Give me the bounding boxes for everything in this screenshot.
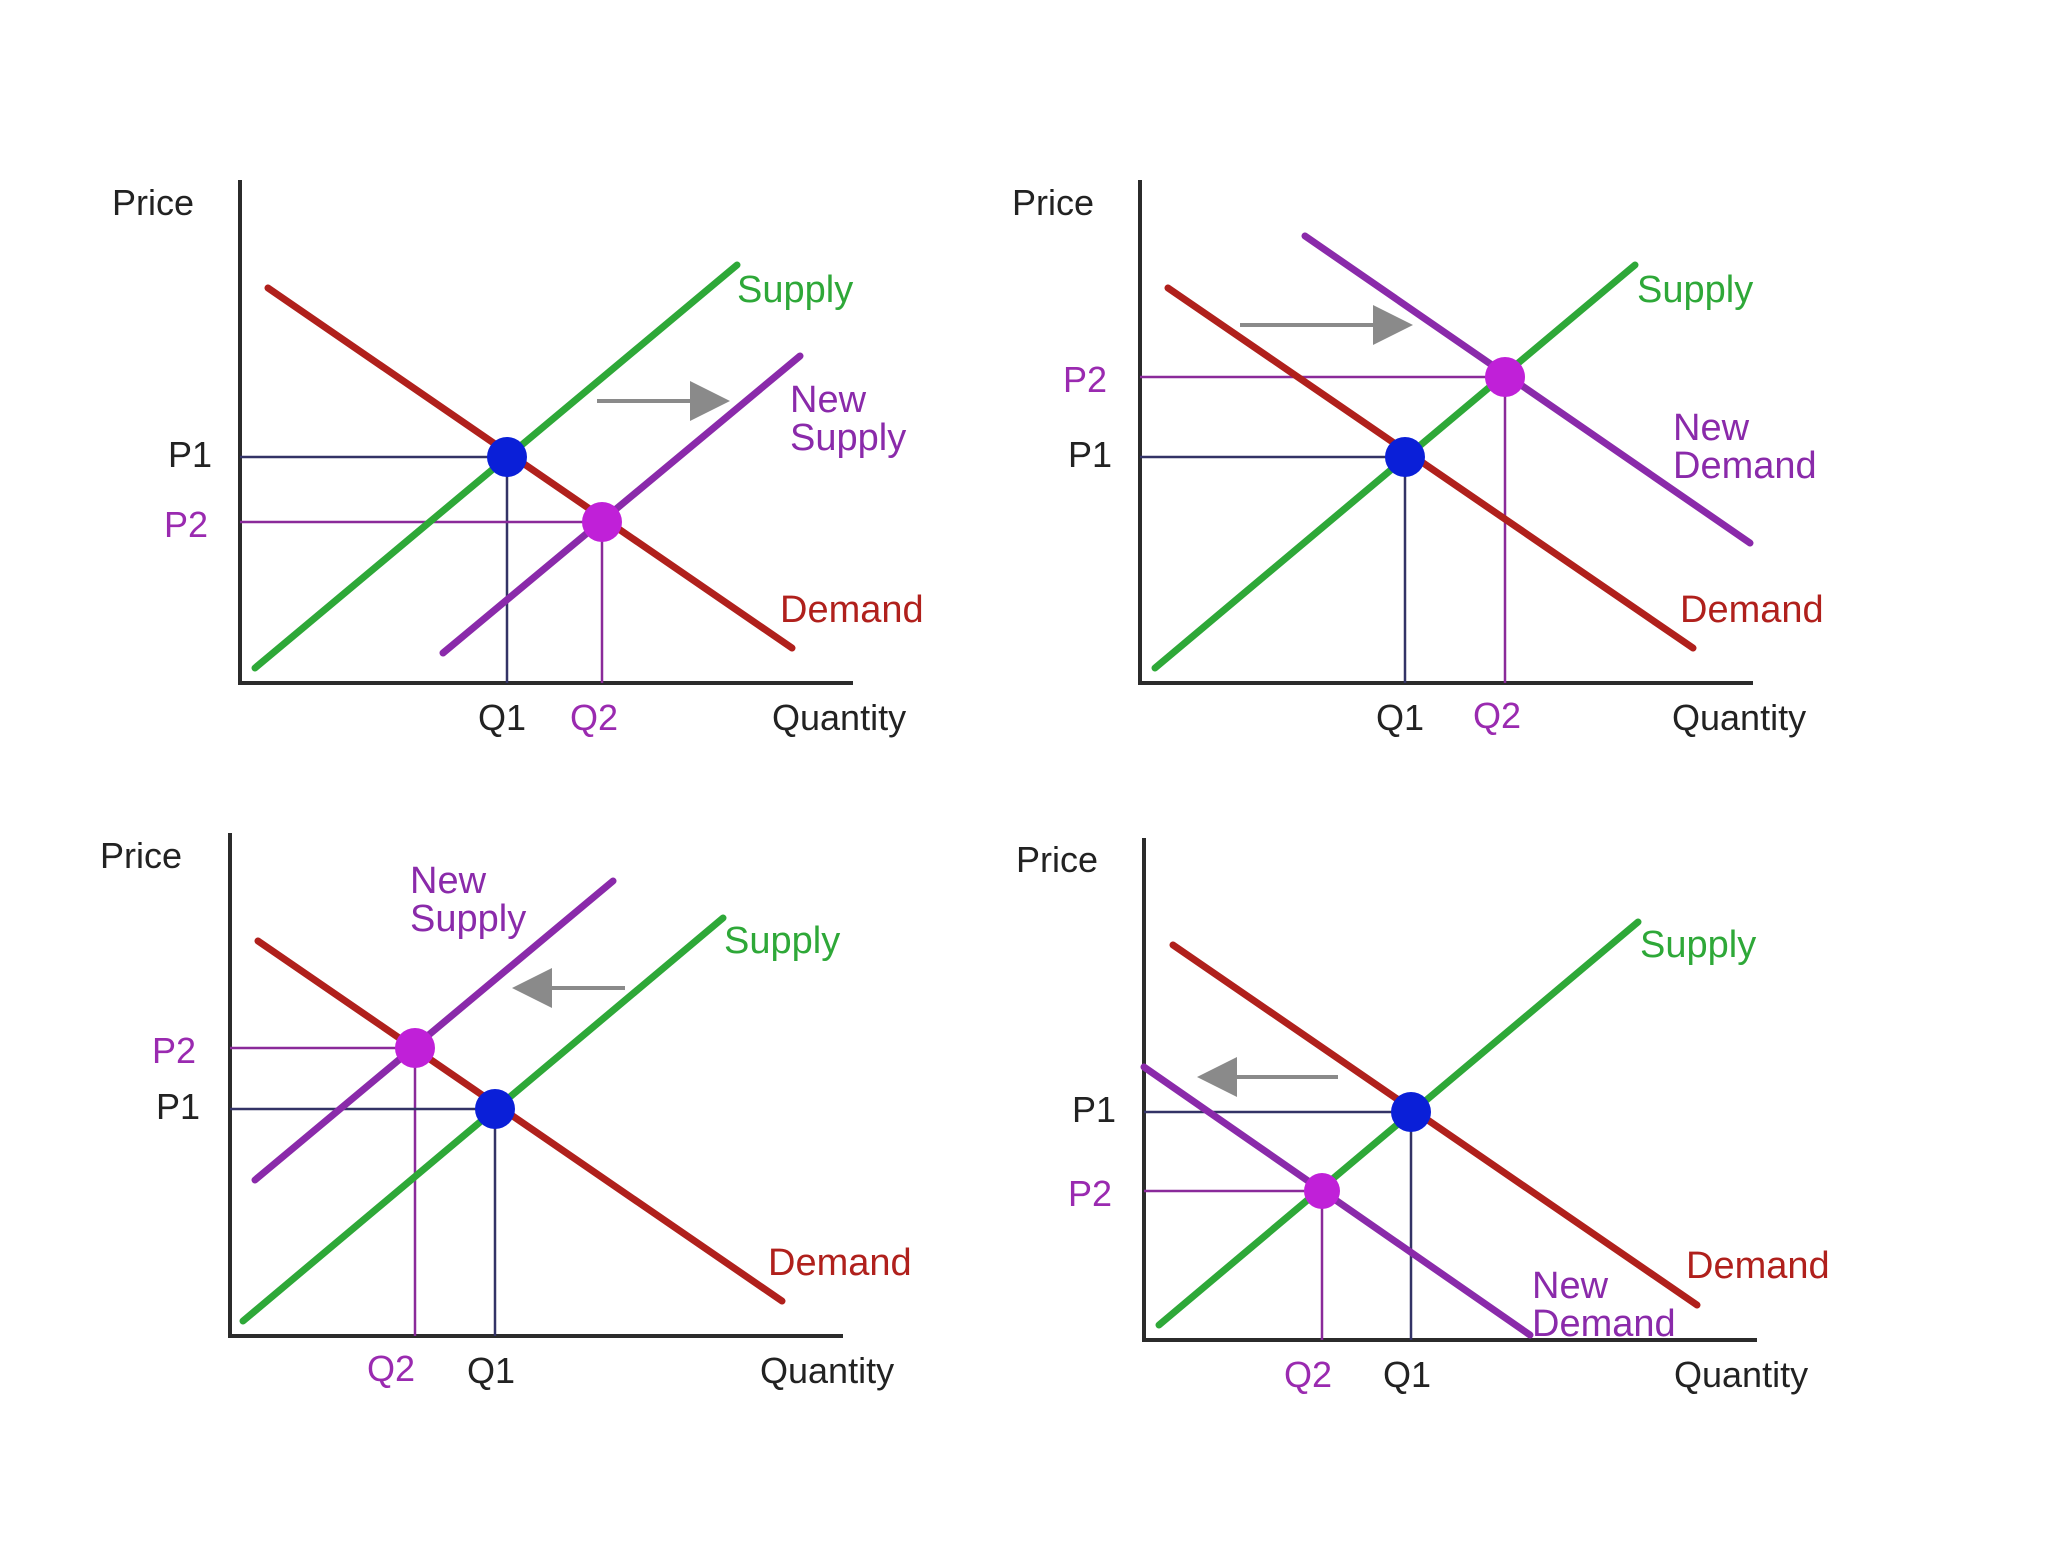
original-equilibrium-point	[475, 1089, 515, 1129]
axes	[1138, 180, 1753, 685]
panel-demand-decrease: Price Quantity P1 P2 Q2 Q1 Supply Demand…	[1016, 838, 1830, 1395]
original-equilibrium-point	[1385, 437, 1425, 477]
q1-label: Q1	[1383, 1354, 1431, 1395]
y-axis-label: Price	[1012, 182, 1094, 223]
new-label-line1: New	[1532, 1265, 1609, 1307]
supply-label: Supply	[737, 269, 853, 311]
panel-demand-increase: Price Quantity P2 P1 Q1 Q2 Supply New De…	[1012, 180, 1824, 738]
q2-label: Q2	[570, 697, 618, 738]
original-equilibrium-point	[487, 437, 527, 477]
original-equilibrium-point	[1391, 1092, 1431, 1132]
q2-label: Q2	[1473, 695, 1521, 736]
q1-label: Q1	[467, 1350, 515, 1391]
q2-label: Q2	[367, 1348, 415, 1389]
new-equilibrium-point	[582, 502, 622, 542]
x-axis-label: Quantity	[772, 697, 906, 738]
new-label-line1: New	[410, 860, 487, 902]
demand-label: Demand	[768, 1242, 912, 1284]
p1-label: P1	[156, 1086, 200, 1127]
axes	[228, 833, 843, 1338]
demand-label: Demand	[780, 589, 924, 631]
new-equilibrium-point	[1304, 1173, 1340, 1209]
supply-label: Supply	[1640, 924, 1756, 966]
p2-label: P2	[164, 504, 208, 545]
panel-supply-decrease: Price Quantity P2 P1 Q2 Q1 New Supply Su…	[100, 833, 912, 1391]
x-axis-label: Quantity	[1672, 697, 1806, 738]
q1-label: Q1	[1376, 697, 1424, 738]
p2-label: P2	[1063, 359, 1107, 400]
q1-label: Q1	[478, 697, 526, 738]
y-axis-label: Price	[1016, 839, 1098, 880]
x-axis-label: Quantity	[760, 1350, 894, 1391]
axes	[238, 180, 853, 685]
p1-label: P1	[1072, 1089, 1116, 1130]
demand-curve	[1164, 284, 1697, 652]
p1-label: P1	[168, 434, 212, 475]
supply-label: Supply	[724, 920, 840, 962]
supply-label: Supply	[1637, 269, 1753, 311]
new-equilibrium-point	[1485, 357, 1525, 397]
panel-supply-increase: Price Quantity P1 P2 Q1 Q2 Supply New Su…	[112, 180, 924, 738]
demand-curve	[1169, 941, 1701, 1309]
new-supply-curve	[251, 877, 617, 1184]
new-label-line2: Supply	[790, 417, 906, 459]
new-label-line2: Demand	[1673, 445, 1817, 487]
new-demand-curve	[1140, 1063, 1534, 1339]
x-axis-label: Quantity	[1674, 1354, 1808, 1395]
q2-label: Q2	[1284, 1354, 1332, 1395]
demand-curve	[254, 937, 786, 1305]
demand-label: Demand	[1680, 589, 1824, 631]
y-axis-label: Price	[100, 835, 182, 876]
p2-label: P2	[1068, 1173, 1112, 1214]
demand-curve	[264, 284, 796, 652]
demand-label: Demand	[1686, 1245, 1830, 1287]
new-demand-curve	[1301, 232, 1754, 547]
p2-label: P2	[152, 1030, 196, 1071]
new-equilibrium-point	[395, 1028, 435, 1068]
y-axis-label: Price	[112, 182, 194, 223]
p1-label: P1	[1068, 434, 1112, 475]
new-label-line1: New	[790, 379, 867, 421]
new-label-line1: New	[1673, 407, 1750, 449]
new-label-line2: Demand	[1532, 1303, 1676, 1345]
new-supply-curve	[439, 352, 804, 657]
axes	[1142, 838, 1757, 1342]
new-label-line2: Supply	[410, 898, 526, 940]
